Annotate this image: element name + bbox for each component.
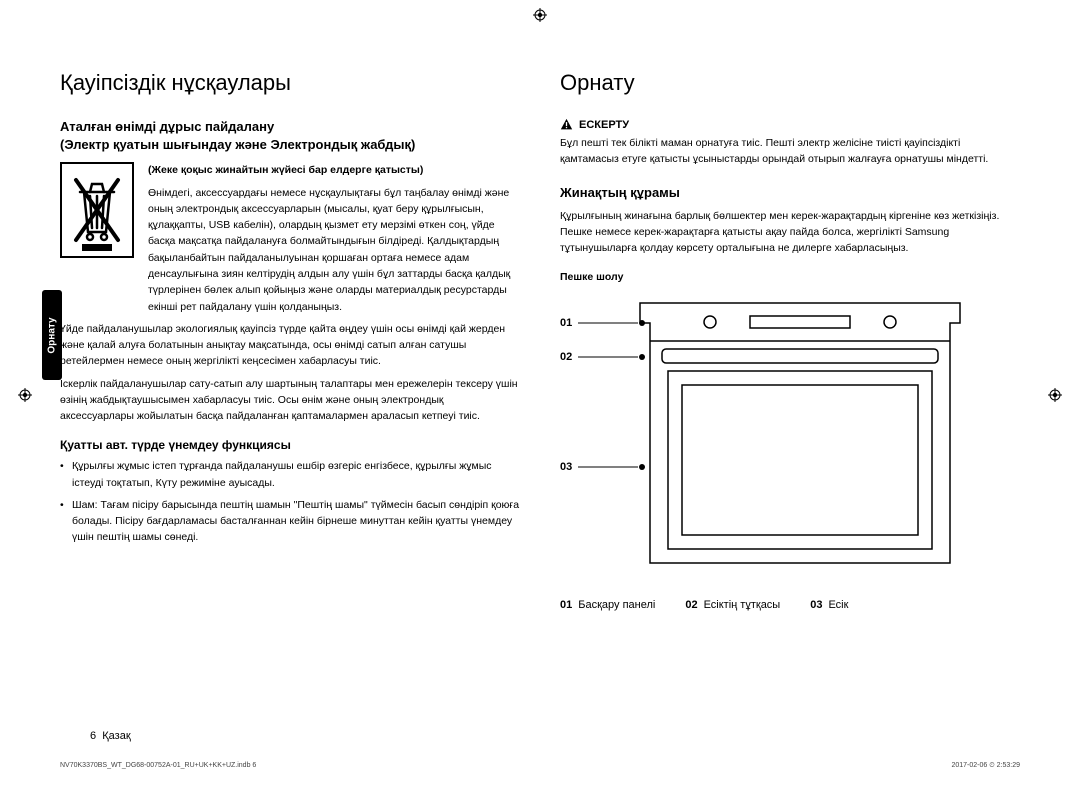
side-tab: Орнату — [42, 290, 62, 380]
oven-caption: Пешке шолу — [560, 269, 1020, 285]
contents-heading: Жинақтың құрамы — [560, 184, 1020, 202]
right-column: Орнату ЕСКЕРТУ Бұл пешті тек білікті мам… — [560, 70, 1020, 611]
left-h2-line1: Аталған өнімді дұрыс пайдалану — [60, 119, 274, 134]
left-title: Қауіпсіздік нұсқаулары — [60, 70, 520, 96]
legend-03: 03Есік — [810, 599, 848, 611]
left-column: Қауіпсіздік нұсқаулары Аталған өнімді дұ… — [60, 70, 520, 611]
power-bullets: Құрылғы жұмыс істеп тұрғанда пайдаланушы… — [60, 458, 520, 545]
waste-p3: Іскерлік пайдаланушылар сату-сатып алу ш… — [60, 376, 520, 425]
weee-icon — [60, 162, 134, 314]
left-h2: Аталған өнімді дұрыс пайдалану (Электр қ… — [60, 118, 520, 154]
warning-text: Бұл пешті тек білікті маман орнатуға тиі… — [560, 135, 1020, 168]
left-h2-line2: (Электр қуатын шығындау және Электрондық… — [60, 137, 415, 152]
callout-02: 02 — [560, 351, 648, 363]
warning-label: ЕСКЕРТУ — [579, 119, 629, 131]
legend-02: 02Есіктің тұтқасы — [685, 599, 780, 611]
warning-icon — [560, 118, 573, 131]
callout-03: 03 — [560, 461, 648, 473]
waste-p2: Үйде пайдаланушылар экологиялық қауіпсіз… — [60, 321, 520, 370]
footer-date: 2017-02-06 ⏲ 2:53:29 — [951, 762, 1020, 770]
oven-legend: 01Басқару панелі 02Есіктің тұтқасы 03Есі… — [560, 599, 1020, 611]
page-number: 6 — [90, 730, 96, 742]
waste-p1: Өнімдегі, аксессуардағы немесе нұсқаулық… — [148, 185, 520, 315]
warning-row: ЕСКЕРТУ — [560, 118, 1020, 131]
bullet-2: Шам: Тағам пісіру барысында пештің шамын… — [60, 497, 520, 546]
page-lang: Қазақ — [102, 730, 130, 742]
legend-01: 01Басқару панелі — [560, 599, 655, 611]
bullet-1: Құрылғы жұмыс істеп тұрғанда пайдаланушы… — [60, 458, 520, 491]
footer-meta: NV70K3370BS_WT_DG68-00752A-01_RU+UK+KK+U… — [60, 762, 1020, 770]
power-heading: Қуатты авт. түрде үнемдеу функциясы — [60, 438, 520, 452]
waste-caption: (Жеке қоқыс жинайтын жүйесі бар елдерге … — [148, 162, 520, 178]
side-tab-label: Орнату — [47, 317, 58, 353]
footer-file: NV70K3370BS_WT_DG68-00752A-01_RU+UK+KK+U… — [60, 762, 256, 770]
contents-text: Құрылғының жинағына барлық бөлшектер мен… — [560, 208, 1020, 257]
callout-01: 01 — [560, 317, 648, 329]
oven-diagram: 01 02 03 — [560, 293, 1020, 583]
page-footer: 6 Қазақ — [90, 730, 131, 742]
right-title: Орнату — [560, 70, 1020, 96]
